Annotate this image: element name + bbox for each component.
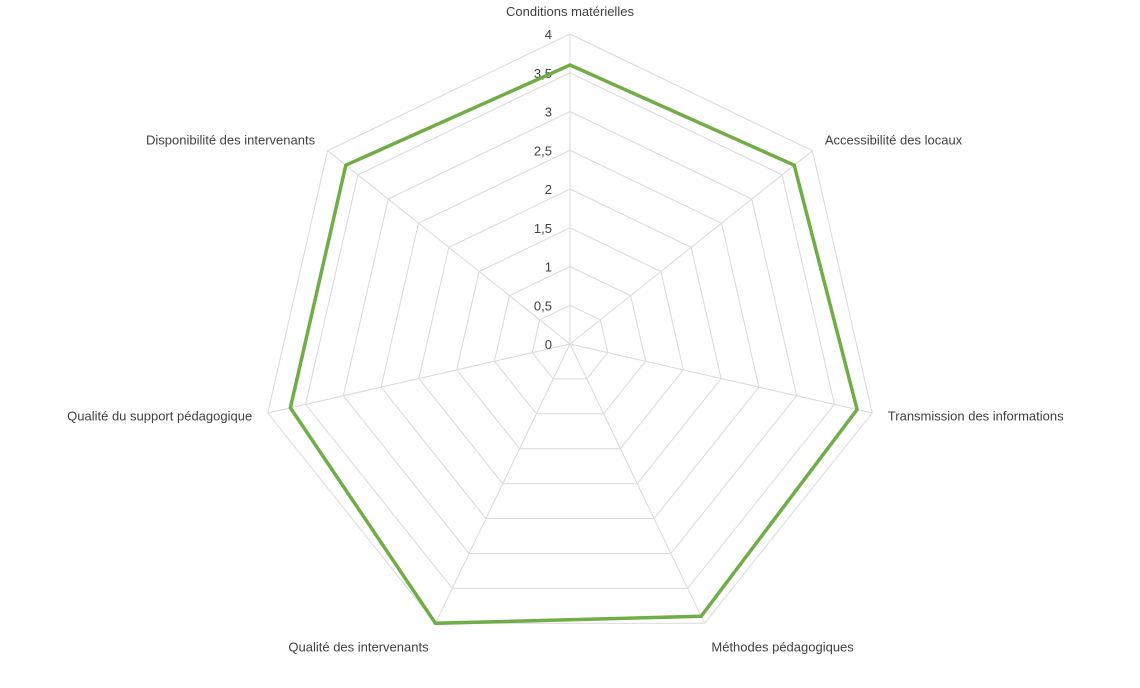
series-line-0 <box>288 63 860 626</box>
grid-ring-4 <box>418 188 722 485</box>
spoke-5 <box>267 343 571 414</box>
tick-label-7: 3,5 <box>534 66 552 81</box>
grid-ring-8 <box>267 33 873 624</box>
grid-ring-7 <box>305 72 835 589</box>
tick-label-6: 3 <box>545 105 552 120</box>
tick-label-3: 1,5 <box>534 221 552 236</box>
category-label-layer: Conditions matérielles Accessibilité des … <box>67 4 1064 655</box>
grid-ring-1 <box>531 304 609 380</box>
tick-label-layer: 0 0,5 1 1,5 2 2,5 3 3,5 4 <box>534 27 552 352</box>
category-label-4: Qualité des intervenants <box>288 640 429 655</box>
spoke-4 <box>435 343 571 624</box>
category-label-2: Transmission des informations <box>888 409 1064 424</box>
grid-ring-3 <box>456 227 684 450</box>
tick-label-4: 2 <box>545 182 552 197</box>
tick-label-1: 0,5 <box>534 298 552 313</box>
tick-label-8: 4 <box>545 27 552 42</box>
category-label-1: Accessibilité des locaux <box>825 133 963 148</box>
grid-layer <box>267 33 873 624</box>
tick-label-2: 1 <box>545 260 552 275</box>
tick-label-5: 2,5 <box>534 143 552 158</box>
category-label-3: Méthodes pédagogiques <box>711 640 854 655</box>
spoke-2 <box>569 343 873 414</box>
grid-ring-6 <box>342 110 798 554</box>
spoke-3 <box>569 343 705 624</box>
tick-label-0: 0 <box>545 337 552 352</box>
grid-ring-2 <box>493 265 647 415</box>
series-layer <box>288 63 860 626</box>
category-label-6: Disponibilité des intervenants <box>146 133 316 148</box>
spoke-6 <box>327 150 571 345</box>
grid-ring-5 <box>380 149 760 520</box>
category-label-5: Qualité du support pédagogique <box>67 409 252 424</box>
spoke-1 <box>569 150 813 345</box>
category-label-0: Conditions matérielles <box>506 4 634 19</box>
